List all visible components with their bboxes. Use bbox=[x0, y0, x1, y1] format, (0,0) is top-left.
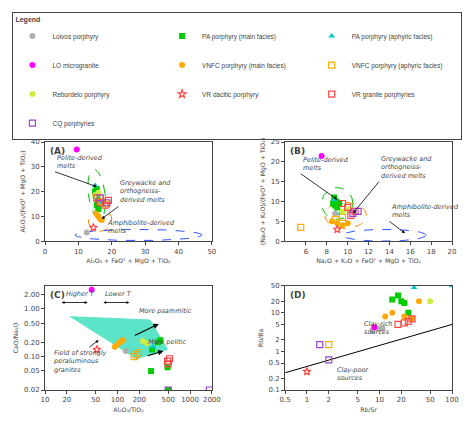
svg-text:50: 50 bbox=[207, 248, 216, 256]
svg-text:50: 50 bbox=[426, 396, 435, 404]
svg-text:VNFC porphyry (main facies): VNFC porphyry (main facies) bbox=[202, 62, 286, 70]
svg-text:More psammitic: More psammitic bbox=[139, 307, 192, 315]
svg-text:(B): (B) bbox=[290, 146, 305, 156]
svg-text:0: 0 bbox=[275, 238, 279, 246]
svg-text:0.5: 0.5 bbox=[269, 359, 280, 367]
svg-text:(A): (A) bbox=[50, 146, 65, 156]
svg-text:2000: 2000 bbox=[203, 396, 221, 404]
svg-text:CQ porphyries: CQ porphyries bbox=[52, 120, 95, 128]
svg-text:30: 30 bbox=[31, 163, 40, 171]
svg-text:(Na₂O + K₂O)/(FeOᵀ + MgO + TiO: (Na₂O + K₂O)/(FeOᵀ + MgO + TiO₂) bbox=[259, 138, 267, 245]
svg-text:0.20: 0.20 bbox=[24, 339, 40, 347]
svg-text:Higher T: Higher T bbox=[66, 290, 95, 298]
svg-text:25: 25 bbox=[271, 138, 280, 146]
svg-text:200: 200 bbox=[133, 396, 146, 404]
svg-text:10: 10 bbox=[271, 198, 280, 206]
svg-text:20: 20 bbox=[448, 248, 457, 256]
svg-text:1: 1 bbox=[305, 396, 309, 404]
svg-text:Greywacke andorthogneiss-deriv: Greywacke andorthogneiss-derived melts bbox=[381, 155, 432, 180]
svg-text:1.00: 1.00 bbox=[24, 305, 40, 313]
svg-text:20: 20 bbox=[62, 396, 71, 404]
svg-text:15: 15 bbox=[271, 178, 280, 186]
svg-text:VNFC porphyry (aphyric facies): VNFC porphyry (aphyric facies) bbox=[352, 62, 443, 70]
svg-text:0.10: 0.10 bbox=[24, 353, 40, 361]
svg-text:18: 18 bbox=[427, 248, 436, 256]
svg-text:5: 5 bbox=[355, 396, 359, 404]
svg-text:(D): (D) bbox=[290, 290, 306, 300]
svg-text:30: 30 bbox=[141, 248, 150, 256]
svg-text:20: 20 bbox=[397, 396, 406, 404]
svg-text:More pelitic: More pelitic bbox=[148, 338, 186, 346]
svg-text:Clay-poorsources: Clay-poorsources bbox=[337, 366, 369, 382]
svg-text:0.1: 0.1 bbox=[269, 386, 280, 394]
svg-text:2: 2 bbox=[275, 336, 279, 344]
svg-text:40: 40 bbox=[174, 248, 183, 256]
svg-text:100: 100 bbox=[111, 396, 124, 404]
svg-text:Pelite-derivedmelts: Pelite-derivedmelts bbox=[303, 156, 349, 172]
svg-text:10: 10 bbox=[375, 396, 384, 404]
svg-text:14: 14 bbox=[385, 248, 394, 256]
svg-text:50: 50 bbox=[271, 282, 280, 290]
svg-text:0.02: 0.02 bbox=[24, 386, 40, 394]
svg-text:10: 10 bbox=[343, 248, 352, 256]
svg-text:Rebordelo porphyry: Rebordelo porphyry bbox=[52, 91, 110, 99]
svg-text:0.5: 0.5 bbox=[280, 396, 291, 404]
svg-text:16: 16 bbox=[406, 248, 415, 256]
svg-text:1: 1 bbox=[275, 348, 279, 356]
svg-text:2: 2 bbox=[327, 396, 331, 404]
svg-text:20: 20 bbox=[271, 158, 280, 166]
svg-text:Rb/Sr: Rb/Sr bbox=[360, 406, 377, 413]
svg-text:5: 5 bbox=[275, 218, 279, 226]
svg-text:20: 20 bbox=[107, 248, 116, 256]
svg-text:LO microgranite: LO microgranite bbox=[52, 62, 99, 70]
svg-text:Al₂O₃ + FeOᵀ + MgO + TiO₂: Al₂O₃ + FeOᵀ + MgO + TiO₂ bbox=[86, 257, 171, 265]
svg-text:50: 50 bbox=[91, 396, 100, 404]
svg-text:12: 12 bbox=[364, 248, 373, 256]
svg-text:2.00: 2.00 bbox=[24, 291, 40, 299]
svg-text:8: 8 bbox=[325, 248, 329, 256]
svg-text:Clay-richsources: Clay-richsources bbox=[364, 320, 392, 336]
svg-text:0: 0 bbox=[35, 238, 39, 246]
svg-text:10: 10 bbox=[41, 396, 50, 404]
svg-text:PA porphyry (main facies): PA porphyry (main facies) bbox=[202, 33, 276, 41]
svg-text:Loivos porphyry: Loivos porphyry bbox=[52, 33, 99, 41]
svg-text:5: 5 bbox=[275, 321, 279, 329]
svg-text:10: 10 bbox=[271, 309, 280, 317]
svg-text:20: 20 bbox=[31, 188, 40, 196]
svg-text:Rb/Ba: Rb/Ba bbox=[257, 329, 264, 348]
svg-text:CaO/Na₂O: CaO/Na₂O bbox=[12, 322, 19, 353]
svg-text:Greywacke andorthogneiss-deriv: Greywacke andorthogneiss-derived melts bbox=[120, 179, 171, 204]
svg-text:Field of stronglyperaluminousg: Field of stronglyperaluminousgranites bbox=[53, 349, 107, 374]
svg-text:(C): (C) bbox=[50, 290, 65, 300]
svg-text:0.2: 0.2 bbox=[269, 375, 280, 383]
svg-text:Amphibolite-derivedmelts: Amphibolite-derivedmelts bbox=[391, 203, 459, 219]
svg-text:1000: 1000 bbox=[181, 396, 199, 404]
svg-text:0: 0 bbox=[43, 248, 47, 256]
svg-text:10: 10 bbox=[74, 248, 83, 256]
svg-text:Al₂O₃/TiO₂: Al₂O₃/TiO₂ bbox=[113, 406, 144, 413]
svg-text:Lower T: Lower T bbox=[105, 290, 132, 298]
svg-text:6: 6 bbox=[304, 248, 309, 256]
svg-text:Na₂O + K₂O + FeOᵀ + MgO + TiO₂: Na₂O + K₂O + FeOᵀ + MgO + TiO₂ bbox=[316, 257, 421, 265]
svg-text:Legend: Legend bbox=[15, 16, 40, 24]
svg-text:VR dacitic porphyry: VR dacitic porphyry bbox=[202, 91, 259, 99]
svg-text:0.50: 0.50 bbox=[24, 320, 40, 328]
svg-text:Al₂O₃/(FeOᵀ + MgO + TiO₂): Al₂O₃/(FeOᵀ + MgO + TiO₂) bbox=[19, 151, 27, 233]
svg-text:Amphibolite-derivedmelts: Amphibolite-derivedmelts bbox=[107, 219, 175, 235]
svg-text:10: 10 bbox=[31, 213, 40, 221]
svg-text:40: 40 bbox=[31, 138, 40, 146]
svg-text:PA porphyry (aphyric facies): PA porphyry (aphyric facies) bbox=[352, 33, 433, 41]
svg-text:500: 500 bbox=[162, 396, 175, 404]
svg-text:Pelite-derivedmelts: Pelite-derivedmelts bbox=[57, 154, 103, 170]
svg-text:0.05: 0.05 bbox=[24, 367, 40, 375]
svg-text:100: 100 bbox=[445, 396, 458, 404]
svg-text:VR granite porphyries: VR granite porphyries bbox=[352, 91, 416, 99]
svg-text:20: 20 bbox=[271, 298, 280, 306]
